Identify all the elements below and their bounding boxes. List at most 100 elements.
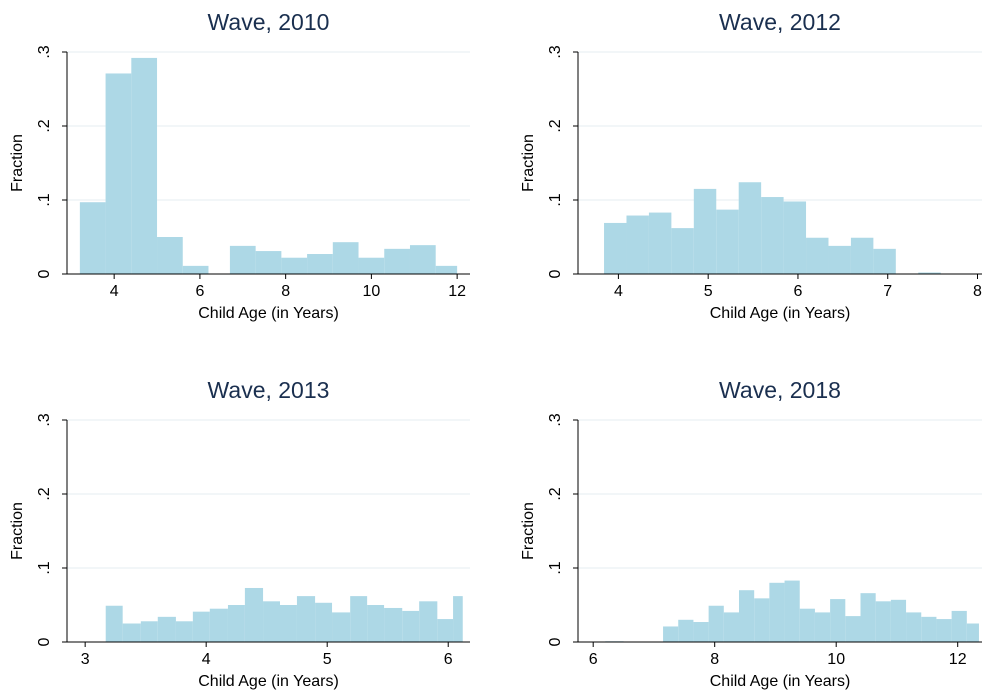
- x-tick-label: 5: [704, 283, 713, 300]
- histogram-bar: [192, 611, 210, 642]
- histogram-bar: [860, 593, 876, 642]
- histogram-bar: [437, 619, 454, 642]
- histogram-bar: [648, 212, 672, 274]
- y-tick-label: .3: [547, 413, 564, 426]
- histogram-bar: [828, 245, 851, 274]
- histogram-bar: [738, 182, 762, 274]
- histogram-bar: [453, 596, 463, 642]
- histogram-bar: [873, 248, 896, 274]
- x-tick-label: 7: [883, 283, 892, 300]
- y-tick-label: 0: [547, 637, 564, 646]
- histogram-bar: [419, 601, 438, 642]
- histogram-bar: [140, 621, 158, 642]
- histogram-bar: [890, 599, 907, 642]
- panel-title: Wave, 2012: [719, 9, 841, 35]
- y-tick-label: 0: [36, 269, 53, 278]
- histogram-bar: [716, 209, 739, 274]
- histogram-bar: [157, 616, 176, 642]
- x-tick-label: 4: [614, 283, 623, 300]
- y-axis-label: Fraction: [9, 502, 26, 560]
- y-tick-label: .2: [547, 119, 564, 132]
- histogram-bar: [918, 272, 941, 274]
- histogram-bar: [761, 197, 784, 274]
- histogram-bar: [307, 254, 333, 274]
- x-tick-label: 10: [362, 283, 380, 300]
- histogram-bar: [263, 601, 280, 642]
- histogram-bar: [122, 623, 141, 642]
- histogram-bar: [281, 257, 308, 274]
- histogram-bar: [799, 608, 815, 642]
- histogram-bar: [227, 605, 245, 642]
- y-tick-label: .2: [36, 487, 53, 500]
- histogram-bar: [244, 587, 264, 642]
- y-tick-label: .1: [36, 561, 53, 574]
- panel-2010: Wave, 2010 0 .1 .2 .3 4 6 8 10 12 Child Age (in Ye…: [9, 9, 470, 322]
- x-axis-label: Child Age (in Years): [198, 305, 339, 322]
- y-axis-label: Fraction: [520, 502, 537, 560]
- x-axis-label: Child Age (in Years): [710, 305, 851, 322]
- panel-2013: Wave, 2013 0 .1 .2 .3 3 4 5 6 Child Age (in Years…: [9, 377, 470, 690]
- panel-title: Wave, 2018: [719, 377, 841, 403]
- x-tick-label: 5: [323, 651, 332, 668]
- y-axis-label: Fraction: [9, 134, 26, 192]
- x-tick-label: 6: [195, 283, 204, 300]
- histogram-bar: [626, 215, 649, 274]
- x-tick-label: 8: [710, 651, 719, 668]
- panel-title: Wave, 2013: [208, 377, 330, 403]
- histogram-bar: [814, 612, 831, 642]
- histogram-bar: [769, 582, 785, 642]
- histogram-bar: [663, 626, 679, 642]
- panel-title: Wave, 2010: [208, 9, 330, 35]
- histogram-bar: [332, 242, 359, 274]
- histogram-bar: [678, 619, 694, 642]
- x-axis-label: Child Age (in Years): [198, 673, 339, 690]
- y-tick-label: .2: [547, 487, 564, 500]
- y-axis-label: Fraction: [520, 134, 537, 192]
- histogram-bar: [806, 237, 829, 274]
- histogram-bar: [850, 237, 874, 274]
- histogram-bar: [693, 622, 709, 642]
- histogram-bar: [921, 616, 937, 642]
- y-tick-label: .2: [36, 119, 53, 132]
- histogram-bar: [936, 619, 952, 642]
- histogram-bar: [384, 607, 403, 642]
- histogram-bar: [875, 601, 891, 642]
- histogram-bar: [830, 599, 846, 642]
- histogram-bar: [255, 251, 282, 274]
- y-tick-label: .1: [547, 193, 564, 206]
- histogram-bar: [296, 596, 316, 642]
- histogram-bar: [435, 265, 458, 274]
- histogram-bar: [671, 228, 694, 274]
- histogram-bar: [966, 623, 979, 642]
- histogram-bar: [738, 590, 755, 642]
- x-tick-label: 6: [589, 651, 598, 668]
- y-tick-label: 0: [36, 637, 53, 646]
- histogram-bar: [358, 257, 385, 274]
- y-tick-label: 0: [547, 269, 564, 278]
- histogram-bar: [279, 605, 297, 642]
- histogram-bar: [409, 245, 436, 274]
- panel-2018: Wave, 2018 0 .1 .2 .3 6 8 10 12 Child Age (in Yea…: [520, 377, 982, 690]
- y-tick-label: .1: [547, 561, 564, 574]
- histogram-bar: [723, 612, 739, 642]
- histogram-bar: [315, 602, 333, 642]
- x-tick-label: 8: [973, 283, 982, 300]
- histogram-bar: [693, 188, 717, 274]
- histogram-bar: [105, 73, 132, 275]
- x-tick-label: 12: [448, 283, 466, 300]
- histogram-bar: [157, 237, 183, 274]
- x-tick-label: 4: [110, 283, 119, 300]
- histogram-bar: [209, 608, 228, 642]
- x-tick-label: 8: [281, 283, 290, 300]
- y-tick-label: .3: [36, 45, 53, 58]
- histogram-bar: [79, 202, 106, 274]
- histogram-bar: [604, 222, 627, 274]
- histogram-bar: [402, 610, 420, 642]
- histogram-bar: [754, 598, 770, 642]
- y-tick-label: .3: [547, 45, 564, 58]
- x-tick-label: 10: [827, 651, 845, 668]
- histogram-bar: [105, 605, 123, 642]
- x-tick-label: 12: [949, 651, 967, 668]
- histogram-bar: [131, 57, 158, 274]
